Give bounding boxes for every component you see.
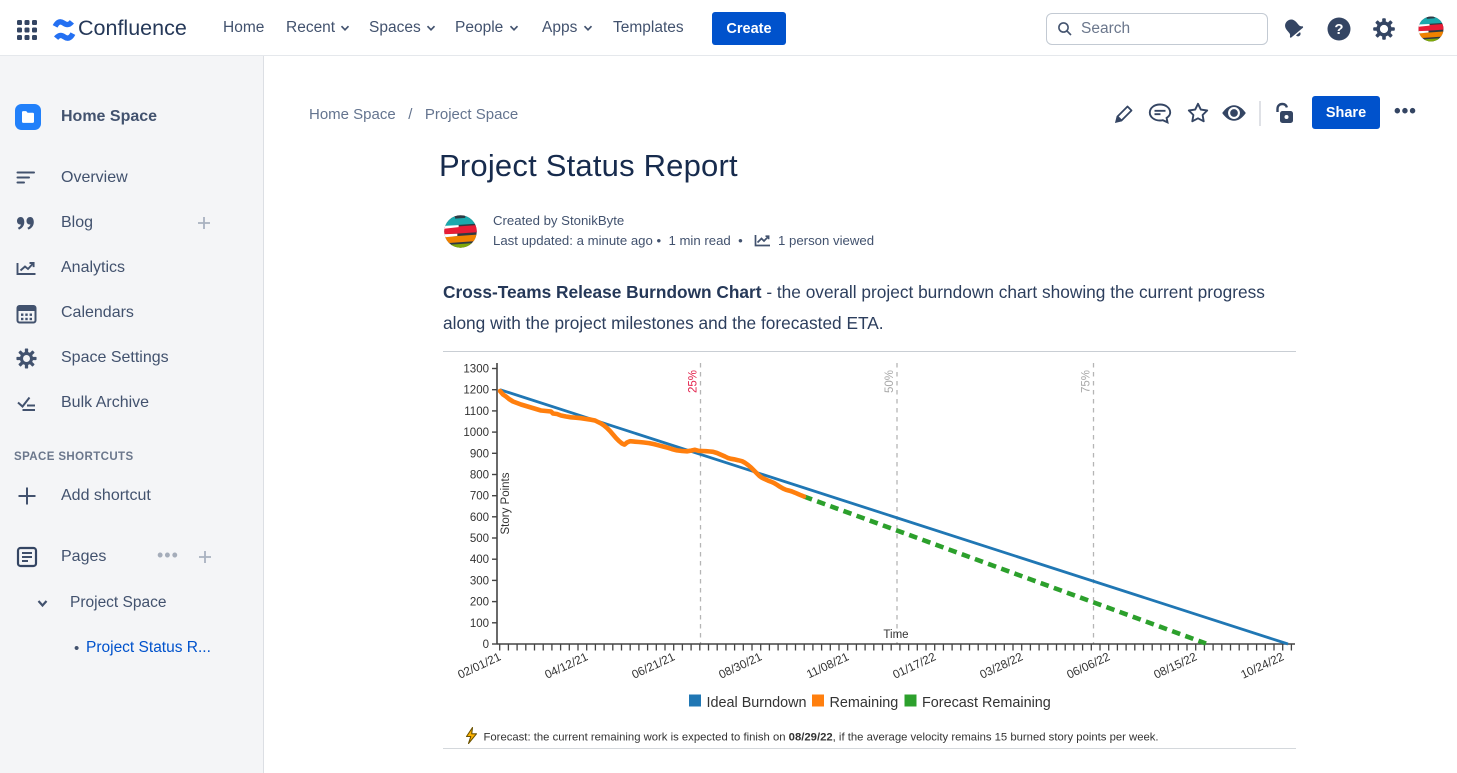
svg-text:1200: 1200 (463, 385, 489, 397)
svg-text:11/08/21: 11/08/21 (804, 650, 851, 682)
svg-text:400: 400 (470, 554, 489, 566)
svg-text:100: 100 (470, 618, 489, 630)
svg-text:500: 500 (470, 533, 489, 545)
svg-text:Forecast Remaining: Forecast Remaining (922, 695, 1051, 711)
svg-text:1100: 1100 (464, 406, 489, 418)
svg-text:01/17/22: 01/17/22 (890, 650, 938, 682)
svg-text:50%: 50% (884, 370, 896, 393)
svg-text:700: 700 (470, 491, 489, 503)
svg-text:06/06/22: 06/06/22 (1064, 650, 1112, 682)
svg-text:600: 600 (470, 512, 489, 524)
svg-text:200: 200 (470, 597, 489, 609)
svg-text:08/30/21: 08/30/21 (716, 650, 764, 682)
svg-text:Forecast: the current remainin: Forecast: the current remaining work is … (484, 732, 1159, 744)
svg-text:1000: 1000 (463, 427, 489, 439)
svg-text:08/15/22: 08/15/22 (1151, 650, 1199, 682)
svg-text:Story Points: Story Points (500, 472, 512, 534)
svg-text:Time: Time (883, 629, 908, 641)
svg-text:03/28/22: 03/28/22 (977, 650, 1025, 682)
svg-text:06/21/21: 06/21/21 (629, 650, 677, 682)
svg-text:900: 900 (470, 448, 489, 460)
svg-text:02/01/21: 02/01/21 (455, 650, 503, 682)
svg-text:75%: 75% (1081, 370, 1093, 393)
svg-text:Remaining: Remaining (830, 695, 899, 711)
svg-text:04/12/21: 04/12/21 (542, 650, 590, 682)
svg-text:0: 0 (483, 639, 489, 651)
svg-text:10/24/22: 10/24/22 (1238, 650, 1286, 682)
svg-text:25%: 25% (688, 370, 700, 393)
svg-text:800: 800 (470, 470, 489, 482)
svg-text:Ideal Burndown: Ideal Burndown (707, 695, 807, 711)
svg-text:1300: 1300 (463, 364, 489, 376)
svg-text:300: 300 (470, 575, 489, 587)
svg-text:?: ? (1334, 21, 1343, 38)
